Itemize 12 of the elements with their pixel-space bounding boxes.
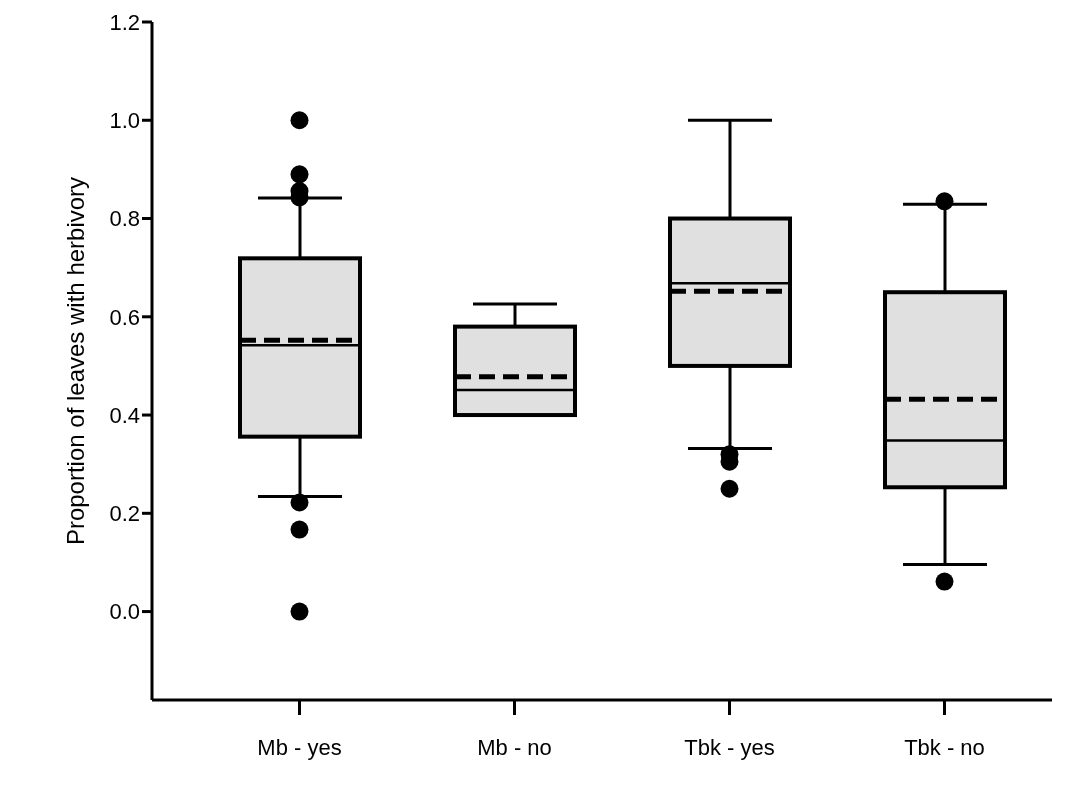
y-tick-label: 0.6 <box>109 304 140 330</box>
y-tick-label: 1.0 <box>109 108 140 134</box>
x-tick-label: Tbk - yes <box>684 734 775 760</box>
x-tick-label: Tbk - no <box>904 734 985 760</box>
x-tick-label: Mb - yes <box>257 734 342 760</box>
y-tick-label: 0.0 <box>109 599 140 625</box>
y-tick-label: 0.4 <box>109 402 140 428</box>
y-tick-label: 1.2 <box>109 9 140 35</box>
x-tick-label: Mb - no <box>477 734 552 760</box>
y-tick-label: 0.2 <box>109 501 140 527</box>
y-tick-label: 0.8 <box>109 206 140 232</box>
y-axis-title: Proportion of leaves with herbivory <box>61 176 89 546</box>
